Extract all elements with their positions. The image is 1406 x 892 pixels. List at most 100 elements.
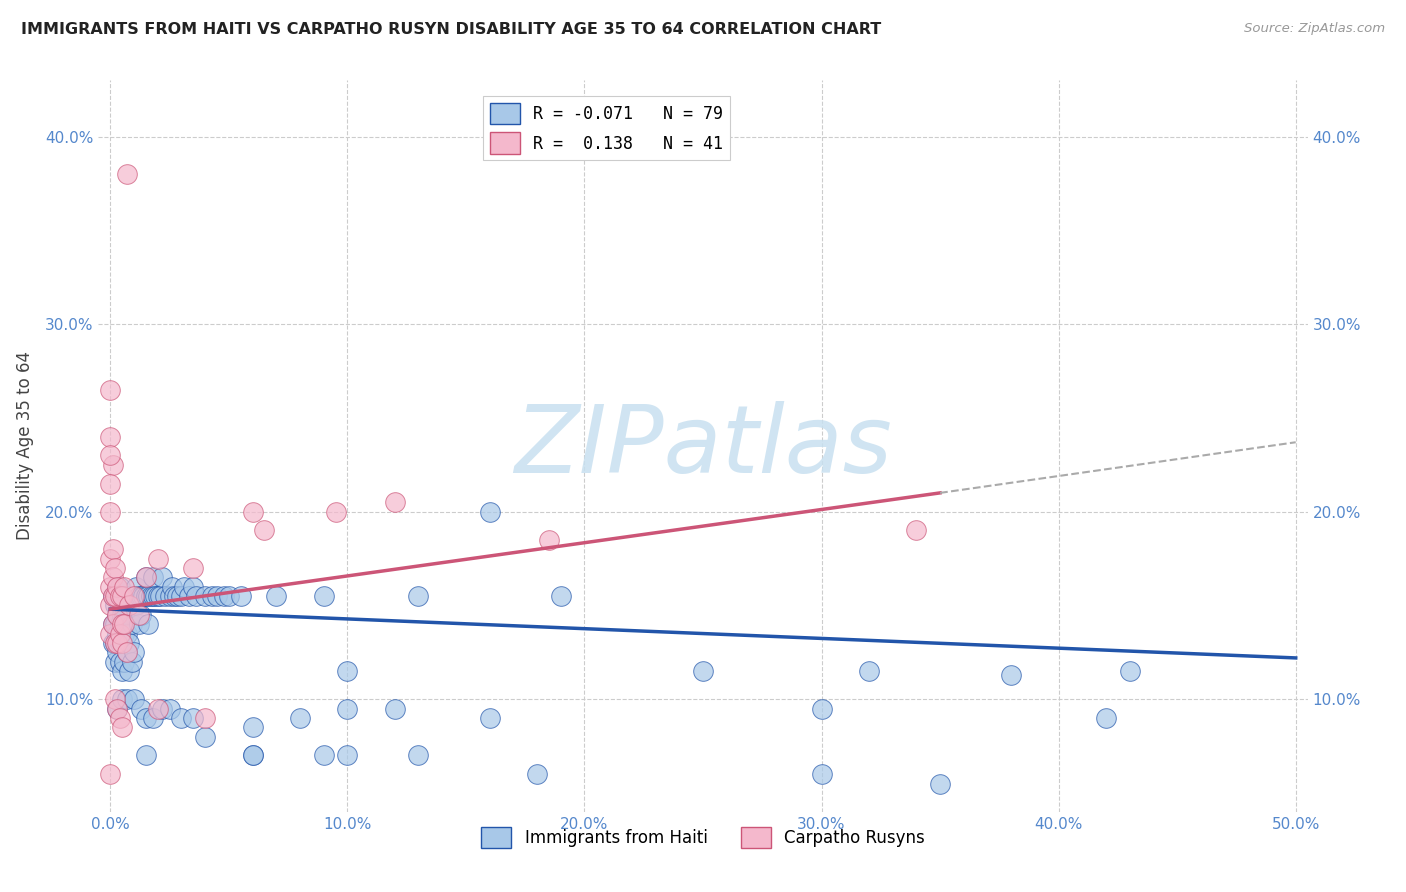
Point — [142, 570, 165, 584]
Point — [177, 589, 200, 603]
Point — [692, 664, 714, 678]
Point — [108, 626, 131, 640]
Point — [104, 599, 127, 613]
Point — [118, 599, 141, 613]
Point — [122, 589, 145, 603]
Point — [128, 607, 150, 622]
Point — [136, 617, 159, 632]
Point — [325, 505, 347, 519]
Point — [408, 589, 430, 603]
Point — [129, 589, 152, 603]
Point — [858, 664, 880, 678]
Point — [550, 589, 572, 603]
Point — [336, 664, 359, 678]
Point — [111, 636, 134, 650]
Point — [101, 617, 124, 632]
Point — [152, 701, 174, 715]
Point — [136, 589, 159, 603]
Point — [105, 580, 128, 594]
Point — [108, 589, 131, 603]
Point — [384, 495, 406, 509]
Point — [537, 533, 560, 547]
Point — [104, 636, 127, 650]
Point — [132, 589, 155, 603]
Point — [105, 701, 128, 715]
Point — [111, 589, 134, 603]
Point — [98, 626, 121, 640]
Point — [170, 711, 193, 725]
Point — [101, 617, 124, 632]
Point — [105, 607, 128, 622]
Point — [114, 607, 136, 622]
Point — [118, 664, 141, 678]
Point — [104, 692, 127, 706]
Point — [1000, 668, 1022, 682]
Point — [121, 655, 143, 669]
Point — [115, 645, 138, 659]
Point — [101, 570, 124, 584]
Point — [1095, 711, 1118, 725]
Point — [115, 167, 138, 181]
Point — [114, 580, 136, 594]
Point — [194, 730, 217, 744]
Point — [111, 589, 134, 603]
Point — [139, 589, 162, 603]
Point — [312, 748, 335, 763]
Point — [98, 429, 121, 443]
Point — [336, 701, 359, 715]
Point — [146, 701, 169, 715]
Point — [194, 589, 217, 603]
Point — [153, 589, 176, 603]
Point — [114, 617, 136, 632]
Point — [129, 701, 152, 715]
Point — [526, 767, 548, 781]
Point — [108, 580, 131, 594]
Point — [104, 617, 127, 632]
Point — [146, 589, 169, 603]
Point — [146, 551, 169, 566]
Point — [108, 599, 131, 613]
Point — [98, 383, 121, 397]
Point — [101, 458, 124, 472]
Point — [135, 570, 157, 584]
Point — [242, 720, 264, 734]
Point — [115, 589, 138, 603]
Point — [115, 645, 138, 659]
Point — [98, 449, 121, 463]
Point — [121, 617, 143, 632]
Legend: Immigrants from Haiti, Carpatho Rusyns: Immigrants from Haiti, Carpatho Rusyns — [474, 820, 932, 855]
Point — [201, 589, 224, 603]
Point — [242, 505, 264, 519]
Text: Source: ZipAtlas.com: Source: ZipAtlas.com — [1244, 22, 1385, 36]
Point — [108, 711, 131, 725]
Point — [105, 607, 128, 622]
Point — [135, 711, 157, 725]
Point — [101, 636, 124, 650]
Point — [105, 626, 128, 640]
Point — [118, 636, 141, 650]
Point — [105, 701, 128, 715]
Point — [194, 711, 217, 725]
Point — [929, 776, 952, 790]
Point — [142, 711, 165, 725]
Point — [336, 748, 359, 763]
Point — [98, 767, 121, 781]
Point — [98, 580, 121, 594]
Point — [253, 524, 276, 538]
Point — [115, 626, 138, 640]
Point — [105, 580, 128, 594]
Point — [312, 589, 335, 603]
Point — [111, 607, 134, 622]
Point — [108, 617, 131, 632]
Point — [170, 589, 193, 603]
Point — [104, 636, 127, 650]
Point — [212, 589, 235, 603]
Point — [98, 551, 121, 566]
Point — [205, 589, 228, 603]
Point — [129, 607, 152, 622]
Point — [242, 748, 264, 763]
Point — [229, 589, 252, 603]
Point — [905, 524, 928, 538]
Point — [105, 636, 128, 650]
Point — [101, 542, 124, 557]
